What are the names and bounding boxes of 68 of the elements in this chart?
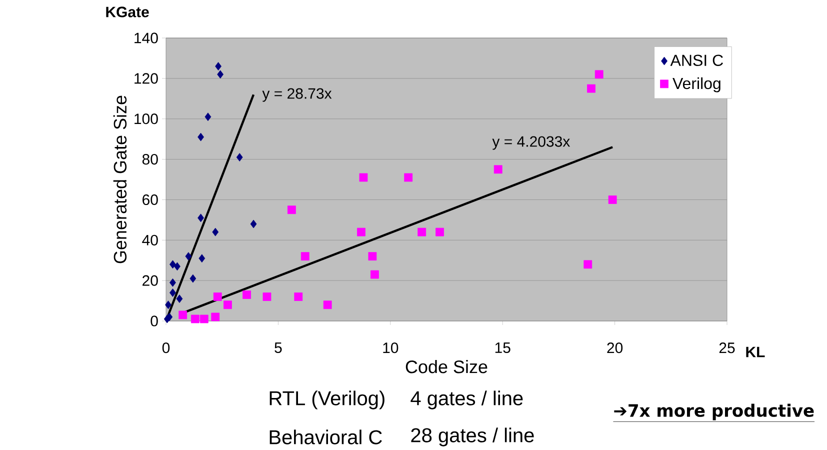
x-tick-label: 0: [162, 342, 170, 354]
point: [212, 228, 219, 236]
y-tick-label: 0: [150, 316, 158, 326]
point: [211, 312, 220, 322]
point: [418, 228, 426, 236]
point: [250, 220, 257, 228]
point: [300, 252, 310, 261]
point: [436, 228, 444, 236]
point: [494, 165, 502, 174]
point: [174, 262, 180, 271]
y-tick-label: 20: [142, 275, 158, 286]
legend-label: ANSI C: [670, 54, 723, 66]
point: [170, 278, 176, 287]
point: [368, 252, 377, 261]
text: Behavioral C: [270, 430, 382, 444]
annotation: y = 28.73x: [262, 88, 332, 102]
annotation: y = 4.2033x: [492, 136, 570, 150]
point: [587, 84, 596, 93]
point: [584, 260, 592, 269]
x-tick-label: 5: [274, 342, 282, 353]
point: [198, 214, 204, 222]
y-tick-label: 60: [142, 194, 158, 206]
point: [176, 294, 183, 303]
point: [217, 70, 224, 79]
point: [165, 300, 172, 310]
x-axis-title: Code Size: [406, 360, 488, 374]
point: [190, 314, 200, 324]
y-tick-label: 100: [134, 114, 158, 124]
y-tick-label: 80: [142, 154, 158, 165]
text: ➔7x more productive: [614, 404, 814, 420]
text: KL: [746, 346, 765, 358]
point: [323, 300, 332, 310]
x-tick-label: 10: [383, 342, 398, 354]
point: [215, 62, 222, 70]
point: [236, 153, 243, 162]
point: [287, 206, 296, 214]
point: [262, 292, 272, 301]
point: [370, 270, 379, 279]
point: [170, 260, 176, 269]
point: [213, 292, 222, 301]
point: [200, 314, 208, 324]
x-tick-label: 25: [719, 342, 735, 354]
point: [224, 300, 232, 310]
point: [359, 173, 368, 182]
point: [198, 254, 206, 263]
point: [242, 290, 251, 299]
point: [170, 288, 176, 297]
text: 4 gates / line: [410, 390, 523, 410]
point: [608, 196, 617, 204]
point: [594, 70, 604, 79]
x-tick-label: 15: [495, 342, 510, 353]
legend-label: Verilog: [672, 77, 720, 92]
point: [204, 112, 212, 122]
point: [185, 252, 192, 261]
text: 28 gates / line: [411, 428, 534, 446]
point: [190, 274, 196, 283]
point: [357, 228, 366, 236]
point: [404, 173, 413, 182]
point: [294, 292, 303, 301]
text: KGate: [106, 6, 149, 18]
text: RTL (Verilog): [270, 390, 384, 410]
y-tick-label: 120: [134, 73, 158, 84]
y-tick-label: 140: [134, 32, 158, 44]
point: [178, 310, 188, 320]
y-axis-title: Generated Gate Size: [113, 96, 127, 264]
y-tick-label: 40: [142, 234, 158, 246]
point: [198, 132, 204, 142]
x-tick-label: 20: [607, 342, 623, 354]
